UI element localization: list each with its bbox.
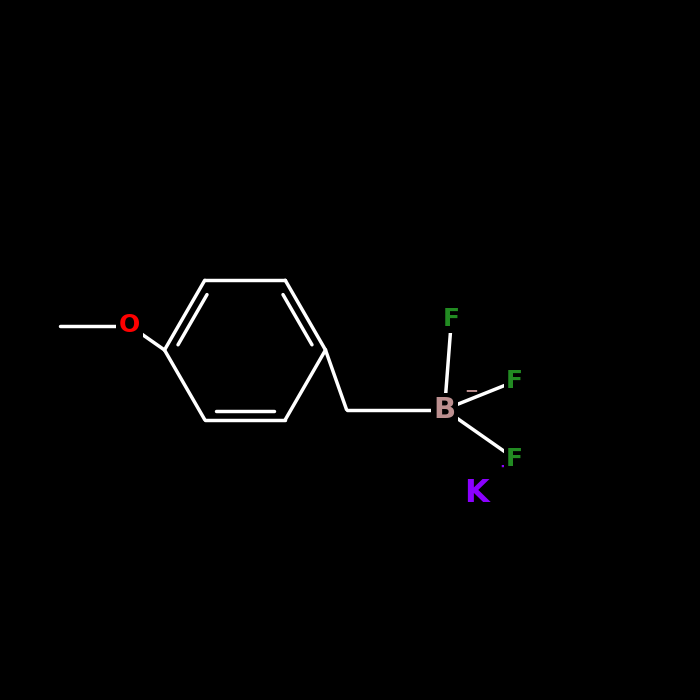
Text: F: F (506, 370, 523, 393)
Text: K: K (463, 478, 489, 509)
Text: F: F (506, 447, 523, 470)
Text: +: + (499, 458, 513, 476)
Text: F: F (443, 307, 460, 330)
Text: −: − (464, 381, 478, 399)
Text: B: B (433, 395, 456, 423)
Text: O: O (119, 314, 140, 337)
